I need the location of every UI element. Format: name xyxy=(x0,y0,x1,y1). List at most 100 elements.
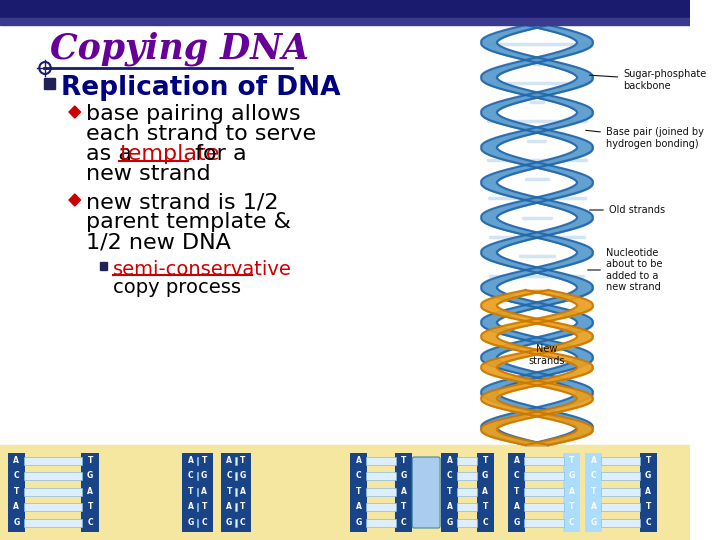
Bar xyxy=(350,453,367,532)
Bar xyxy=(601,472,641,481)
Text: T: T xyxy=(87,502,93,511)
Bar xyxy=(24,457,83,465)
Text: G: G xyxy=(226,518,233,526)
Bar xyxy=(524,472,564,481)
Bar xyxy=(8,453,25,532)
Bar xyxy=(601,518,641,526)
Text: C: C xyxy=(482,518,488,526)
Bar xyxy=(441,453,459,532)
Text: T: T xyxy=(482,456,488,465)
Bar xyxy=(524,518,564,526)
Text: T: T xyxy=(240,456,246,465)
Bar xyxy=(234,453,251,532)
Bar xyxy=(366,503,396,511)
Text: T: T xyxy=(356,487,361,496)
Text: C: C xyxy=(401,518,407,526)
Text: C: C xyxy=(569,518,575,526)
Text: C: C xyxy=(447,471,452,481)
Text: G: G xyxy=(240,471,246,481)
Text: A: A xyxy=(514,502,520,511)
Text: Base pair (joined by
hydrogen bonding): Base pair (joined by hydrogen bonding) xyxy=(585,127,704,149)
Bar xyxy=(235,472,237,481)
Bar xyxy=(235,488,237,496)
Text: T: T xyxy=(227,487,232,496)
Text: each strand to serve: each strand to serve xyxy=(86,124,316,144)
Text: T: T xyxy=(482,502,488,511)
Bar xyxy=(601,503,641,511)
Text: A: A xyxy=(226,502,232,511)
Text: C: C xyxy=(356,471,361,481)
Text: A: A xyxy=(590,502,596,511)
Text: C: C xyxy=(240,518,246,526)
Text: C: C xyxy=(14,471,19,481)
Bar xyxy=(81,453,99,532)
Text: T: T xyxy=(569,456,574,465)
Text: T: T xyxy=(645,456,651,465)
Text: T: T xyxy=(240,502,246,511)
Text: A: A xyxy=(188,502,194,511)
Text: T: T xyxy=(591,487,596,496)
Text: copy process: copy process xyxy=(113,278,241,297)
Bar xyxy=(24,488,83,496)
Text: T: T xyxy=(202,502,207,511)
Text: Replication of DNA: Replication of DNA xyxy=(61,75,341,101)
Text: A: A xyxy=(240,487,246,496)
Bar xyxy=(235,457,237,465)
Text: T: T xyxy=(401,456,406,465)
Polygon shape xyxy=(69,194,81,206)
FancyBboxPatch shape xyxy=(413,457,440,528)
Text: C: C xyxy=(590,471,596,481)
Bar xyxy=(0,445,690,540)
Bar xyxy=(457,488,477,496)
Bar xyxy=(457,472,477,481)
Text: A: A xyxy=(14,502,19,511)
Bar xyxy=(639,453,657,532)
Bar xyxy=(99,262,107,270)
Bar xyxy=(366,472,396,481)
Text: G: G xyxy=(188,518,194,526)
Text: G: G xyxy=(645,471,652,481)
Bar xyxy=(197,503,199,511)
Text: T: T xyxy=(645,502,651,511)
Text: A: A xyxy=(226,456,232,465)
Bar xyxy=(524,488,564,496)
Text: T: T xyxy=(401,502,406,511)
Text: T: T xyxy=(569,502,574,511)
Text: G: G xyxy=(13,518,19,526)
Bar xyxy=(585,453,602,532)
Text: A: A xyxy=(645,487,651,496)
Bar xyxy=(508,453,526,532)
Text: A: A xyxy=(188,456,194,465)
Text: parent template &: parent template & xyxy=(86,212,291,232)
Text: C: C xyxy=(514,471,520,481)
Text: G: G xyxy=(446,518,453,526)
Bar xyxy=(457,518,477,526)
Text: A: A xyxy=(446,502,453,511)
Text: G: G xyxy=(400,471,407,481)
Bar xyxy=(563,453,580,532)
Text: A: A xyxy=(446,456,453,465)
Bar xyxy=(366,488,396,496)
Text: G: G xyxy=(87,471,94,481)
Bar xyxy=(196,453,213,532)
Text: C: C xyxy=(645,518,651,526)
Text: new strand is 1/2: new strand is 1/2 xyxy=(86,192,279,212)
Text: A: A xyxy=(356,502,361,511)
Text: C: C xyxy=(202,518,207,526)
Text: A: A xyxy=(514,456,520,465)
Bar xyxy=(457,503,477,511)
Text: G: G xyxy=(482,471,488,481)
Bar xyxy=(457,457,477,465)
Text: A: A xyxy=(202,487,207,496)
Text: A: A xyxy=(14,456,19,465)
Bar xyxy=(366,457,396,465)
Text: A: A xyxy=(356,456,361,465)
Bar xyxy=(0,0,690,18)
Text: G: G xyxy=(513,518,520,526)
Text: Nucleotide
about to be
added to a
new strand: Nucleotide about to be added to a new st… xyxy=(588,248,662,292)
Bar xyxy=(235,518,237,526)
Text: for a: for a xyxy=(188,144,246,164)
Text: as a: as a xyxy=(86,144,140,164)
Text: C: C xyxy=(188,471,194,481)
Bar xyxy=(601,457,641,465)
